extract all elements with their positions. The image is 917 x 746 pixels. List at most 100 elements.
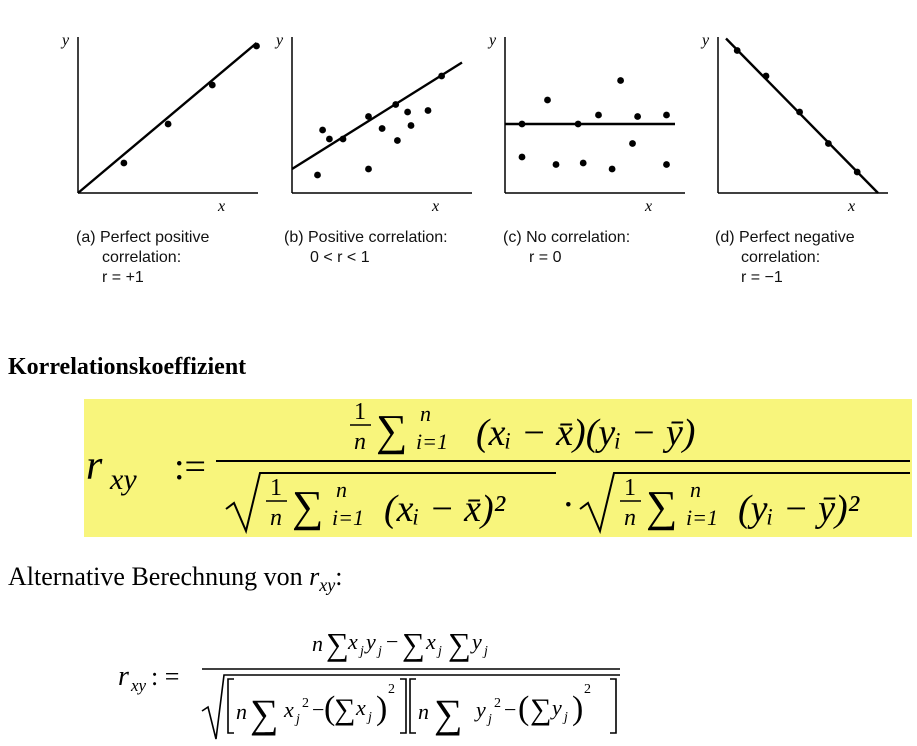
right-bracket-open	[409, 678, 416, 734]
x-axis-label-panel-c: x	[644, 198, 652, 215]
denominator-sum-upper-right: n	[690, 477, 701, 502]
data-point-panel-b	[438, 72, 445, 80]
caption-panel-b: (b) Positive correlation: 0 < r < 1	[284, 228, 448, 268]
caption-line: (b) Positive correlation:	[284, 229, 448, 246]
alt-den-paren-sq-left: 2	[388, 682, 395, 697]
alt-num-sum-3: ∑	[448, 626, 471, 662]
alt-num-y: y	[364, 629, 376, 654]
data-point-panel-d	[762, 72, 770, 80]
correlation-formula-box: r xy := 1 n ∑ n i=1 (xᵢ − x̄)(yᵢ − ȳ) 1 …	[84, 399, 912, 537]
alt-den-paren-close-left: )	[376, 690, 387, 727]
alt-num-x: x	[347, 629, 358, 654]
y-axis-label-panel-c: y	[487, 32, 497, 49]
alt-den-x-sub: j	[294, 712, 300, 727]
alt-den-paren-close-right: )	[572, 690, 583, 727]
denominator-sum-lower-right: i=1	[686, 505, 718, 530]
numerator-n: n	[354, 429, 366, 455]
section-heading: Korrelationskoeffizient	[8, 354, 247, 380]
trend-line-panel-b	[291, 61, 463, 171]
data-point-panel-b	[404, 108, 411, 116]
alt-den-x-inner: x	[355, 695, 366, 720]
correlation-scatter-figure: y x y x y x y x	[60, 32, 888, 215]
data-point-panel-d	[733, 47, 741, 54]
alt-den-x-inner-sub: j	[366, 710, 372, 725]
denominator-one-left: 1	[270, 475, 282, 501]
alt-den-paren-open-right: (	[518, 690, 529, 727]
formula-lhs-subscript: xy	[109, 463, 137, 496]
data-point-panel-b	[339, 135, 347, 143]
numerator-sum-upper: n	[420, 401, 431, 426]
alt-sqrt-sign	[201, 674, 620, 740]
denominator-sum-upper-left: n	[336, 477, 347, 502]
denominator-x-term: (xᵢ − x̄)²	[384, 488, 506, 530]
alt-den-minus-left: −	[312, 697, 324, 722]
caption-panel-a: (a) Perfect positive correlation: r = +1	[76, 228, 209, 288]
alt-symbol: r	[309, 562, 320, 591]
data-point-panel-d	[796, 108, 803, 116]
alt-num-x-sub: j	[358, 644, 364, 659]
alt-formula-lhs-subscript: xy	[130, 676, 147, 695]
alt-den-minus-right: −	[504, 697, 516, 722]
data-point-panel-c	[663, 161, 670, 168]
formula-assign: :=	[174, 446, 206, 488]
x-axis-label-panel-a: x	[217, 198, 225, 215]
alt-num-sum-2: ∑	[402, 626, 425, 662]
correlation-formula: r xy := 1 n ∑ n i=1 (xᵢ − x̄)(yᵢ − ȳ) 1 …	[86, 399, 910, 535]
alt-num-n: n	[312, 631, 323, 656]
caption-line: (a) Perfect positive	[76, 229, 210, 246]
data-point-panel-c	[579, 159, 587, 167]
alternative-calculation-text: Alternative Berechnung von rxy:	[8, 562, 342, 596]
data-point-panel-c	[617, 77, 624, 84]
alt-den-sum-inner-right: ∑	[530, 693, 551, 726]
data-point-panel-c	[663, 111, 670, 119]
numerator-sum-lower: i=1	[416, 429, 448, 454]
caption-line: (d) Perfect negative	[715, 229, 855, 246]
data-point-panel-d	[825, 140, 832, 147]
multiplication-dot: ·	[562, 484, 575, 526]
trend-line-panel-a	[77, 42, 258, 194]
data-point-panel-d	[853, 168, 861, 176]
numerator-sum: ∑	[376, 406, 407, 455]
trend-line-panel-d	[725, 37, 879, 194]
denominator-sum-right: ∑	[646, 482, 677, 531]
data-point-panel-c	[629, 140, 636, 147]
caption-panel-d: (d) Perfect negative correlation: r = −1	[715, 228, 855, 288]
data-point-panel-b	[392, 101, 400, 108]
alt-num-y2-sub: j	[482, 644, 488, 659]
alt-den-n-left: n	[236, 699, 247, 724]
formula-lhs: r	[86, 443, 103, 489]
alt-num-minus: −	[386, 629, 398, 654]
alt-num-x2-sub: j	[436, 644, 442, 659]
x-axis-label-panel-d: x	[847, 198, 855, 215]
data-point-panel-b	[314, 171, 321, 179]
data-point-panel-a	[120, 159, 128, 167]
numerator-one: 1	[354, 399, 366, 425]
data-point-panel-c	[634, 113, 641, 120]
caption-line: 0 < r < 1	[310, 249, 370, 266]
alt-den-y-inner: y	[550, 695, 562, 720]
alternative-formula: r xy : = n ∑ x j y j − ∑ x j ∑ y j n ∑ x…	[118, 626, 620, 740]
alt-den-y-sq: 2	[494, 696, 501, 711]
alt-den-sum-left: ∑	[250, 691, 279, 736]
y-axis-label-panel-b: y	[274, 32, 284, 49]
denominator-n-right: n	[624, 505, 636, 531]
data-point-panel-b	[326, 135, 333, 143]
denominator-one-right: 1	[624, 475, 636, 501]
caption-line: r = 0	[529, 249, 562, 266]
alt-formula-assign: : =	[151, 662, 179, 691]
data-point-panel-b	[424, 107, 432, 114]
caption-line: correlation:	[741, 249, 821, 266]
alt-symbol-subscript: xy	[319, 575, 336, 596]
data-point-panel-c	[574, 120, 582, 128]
y-axis-label-panel-a: y	[60, 32, 70, 49]
numerator-terms: (xᵢ − x̄)(yᵢ − ȳ)	[476, 412, 695, 454]
x-axis-label-panel-b: x	[431, 198, 439, 215]
denominator-sum-left: ∑	[292, 482, 323, 531]
data-point-panel-b	[394, 137, 401, 144]
data-point-panel-c	[595, 111, 602, 119]
alt-den-y-inner-sub: j	[562, 710, 568, 725]
data-point-panel-a	[208, 81, 216, 89]
data-point-panel-a	[253, 42, 260, 50]
caption-line: correlation:	[102, 249, 182, 266]
alt-num-y2: y	[470, 629, 482, 654]
